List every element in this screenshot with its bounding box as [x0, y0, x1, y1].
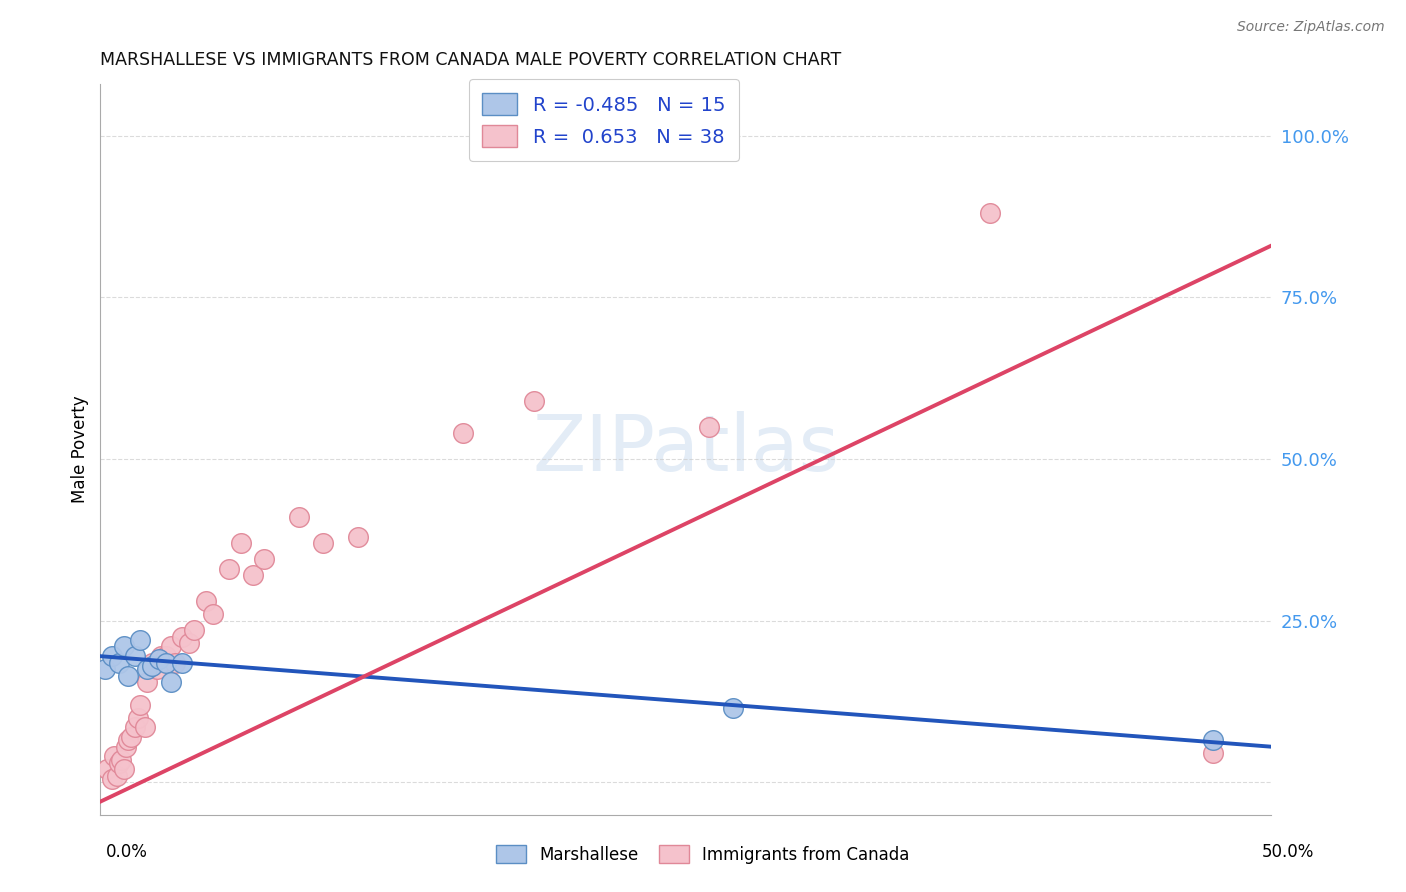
Point — [159, 675, 181, 690]
Point — [522, 393, 544, 408]
Point — [347, 530, 370, 544]
Point — [172, 656, 194, 670]
Point — [115, 739, 138, 754]
Point — [155, 649, 177, 664]
Point — [159, 640, 181, 654]
Point — [101, 649, 124, 664]
Point — [201, 607, 224, 622]
Point — [117, 733, 139, 747]
Text: 50.0%: 50.0% — [1263, 843, 1315, 861]
Point — [124, 720, 146, 734]
Legend: R = -0.485   N = 15, R =  0.653   N = 38: R = -0.485 N = 15, R = 0.653 N = 38 — [468, 79, 740, 161]
Point — [172, 630, 194, 644]
Legend: Marshallese, Immigrants from Canada: Marshallese, Immigrants from Canada — [489, 838, 917, 871]
Y-axis label: Male Poverty: Male Poverty — [72, 395, 89, 503]
Point — [141, 659, 163, 673]
Point — [453, 426, 475, 441]
Point — [721, 701, 744, 715]
Point — [1201, 733, 1223, 747]
Point — [183, 624, 205, 638]
Point — [179, 636, 201, 650]
Point — [112, 640, 135, 654]
Point — [108, 756, 131, 770]
Point — [108, 656, 131, 670]
Point — [103, 749, 125, 764]
Point — [127, 710, 149, 724]
Point — [165, 656, 187, 670]
Point — [94, 662, 117, 676]
Point — [136, 675, 159, 690]
Point — [312, 536, 335, 550]
Point — [134, 720, 156, 734]
Point — [136, 662, 159, 676]
Text: MARSHALLESE VS IMMIGRANTS FROM CANADA MALE POVERTY CORRELATION CHART: MARSHALLESE VS IMMIGRANTS FROM CANADA MA… — [100, 51, 842, 69]
Point — [141, 656, 163, 670]
Text: ZIPatlas: ZIPatlas — [533, 411, 839, 487]
Point — [101, 772, 124, 786]
Text: 0.0%: 0.0% — [105, 843, 148, 861]
Point — [1201, 746, 1223, 760]
Point — [697, 419, 720, 434]
Point — [150, 649, 173, 664]
Point — [148, 652, 170, 666]
Point — [288, 510, 311, 524]
Point — [124, 649, 146, 664]
Point — [253, 552, 276, 566]
Point — [979, 206, 1001, 220]
Point — [96, 762, 118, 776]
Text: Source: ZipAtlas.com: Source: ZipAtlas.com — [1237, 20, 1385, 34]
Point — [129, 698, 152, 712]
Point — [218, 562, 240, 576]
Point — [194, 594, 217, 608]
Point — [117, 668, 139, 682]
Point — [112, 762, 135, 776]
Point — [129, 633, 152, 648]
Point — [145, 662, 167, 676]
Point — [242, 568, 264, 582]
Point — [120, 730, 142, 744]
Point — [229, 536, 252, 550]
Point — [155, 656, 177, 670]
Point — [105, 769, 128, 783]
Point — [110, 753, 132, 767]
